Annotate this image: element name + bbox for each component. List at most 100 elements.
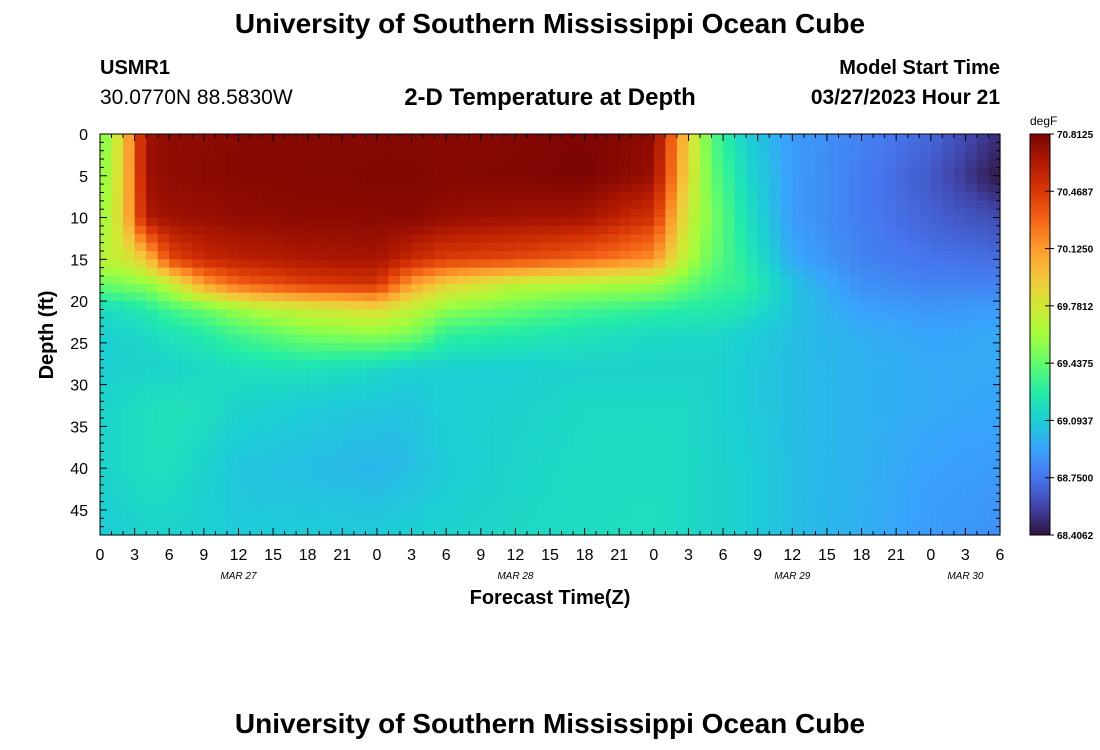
heatmap-cell [469,342,482,352]
heatmap-cell [423,250,436,260]
heatmap-cell [411,259,424,269]
heatmap-cell [861,484,874,494]
heatmap-cell [469,284,482,294]
heatmap-cell [780,259,793,269]
heatmap-cell [480,392,493,402]
heatmap-cell [573,225,586,235]
heatmap-cell [457,351,470,361]
heatmap-cell [123,484,136,494]
heatmap-cell [169,484,182,494]
heatmap-cell [919,367,932,377]
heatmap-cell [700,376,713,386]
heatmap-cell [988,367,1001,377]
heatmap-cell [896,518,909,528]
heatmap-cell [157,292,170,302]
heatmap-cell [711,326,724,336]
heatmap-cell [538,217,551,227]
heatmap-cell [607,459,620,469]
heatmap-cell [884,493,897,503]
heatmap-cell [919,359,932,369]
heatmap-cell [353,317,366,327]
heatmap-cell [100,409,113,419]
y-tick-label: 25 [70,336,88,353]
heatmap-cell [838,150,851,160]
heatmap-cell [446,418,459,427]
heatmap-cell [930,376,943,386]
heatmap-cell [330,434,343,444]
heatmap-cell [123,250,136,260]
heatmap-cell [642,225,655,235]
heatmap-cell [976,242,990,252]
heatmap-cell [526,426,540,436]
heatmap-cell [111,150,124,160]
heatmap-cell [757,326,770,336]
heatmap-cell [319,401,332,411]
heatmap-cell [273,192,286,202]
heatmap-cell [746,192,759,202]
heatmap-cell [330,225,343,235]
x-tick-label: 6 [442,547,451,564]
heatmap-cell [284,493,297,503]
heatmap-cell [365,342,378,352]
heatmap-cell [434,451,447,461]
heatmap-cell [850,526,863,536]
heatmap-cell [388,493,401,503]
heatmap-cell [342,443,355,453]
heatmap-cell [896,284,909,294]
heatmap-cell [365,493,378,503]
heatmap-cell [965,351,978,361]
heatmap-cell [411,200,424,210]
heatmap-cell [769,284,782,294]
heatmap-cell [192,459,205,469]
heatmap-cell [261,167,274,177]
heatmap-cell [861,509,874,519]
heatmap-cell [734,334,747,344]
heatmap-cell [746,334,759,344]
heatmap-cell [723,334,736,344]
heatmap-cell [930,459,943,469]
heatmap-cell [250,326,263,336]
heatmap-cell [919,250,932,260]
heatmap-cell [503,326,516,336]
heatmap-cell [100,501,113,511]
heatmap-cell [100,317,113,327]
heatmap-cell [711,209,724,219]
heatmap-cell [526,301,540,311]
heatmap-cell [376,443,390,453]
heatmap-cell [169,493,182,503]
heatmap-cell [642,234,655,244]
heatmap-cell [296,309,309,319]
heatmap-cell [653,234,666,244]
heatmap-cell [203,501,216,511]
heatmap-cell [284,259,297,269]
heatmap-cell [757,267,770,277]
x-tick-label: 9 [476,547,485,564]
heatmap-cell [988,418,1001,427]
heatmap-cell [988,359,1001,369]
heatmap-cell [123,242,136,252]
heatmap-cell [203,418,216,427]
heatmap-cell [192,217,205,227]
heatmap-cell [815,526,828,536]
heatmap-cell [561,459,574,469]
page-title: University of Southern Mississippi Ocean… [234,8,866,39]
heatmap-cell [746,392,759,402]
heatmap-cell [930,493,943,503]
heatmap-cell [192,225,205,235]
heatmap-cell [273,326,286,336]
heatmap-cell [261,401,274,411]
heatmap-cell [965,150,978,160]
heatmap-cell [550,209,563,219]
heatmap-cell [861,526,874,536]
heatmap-cell [596,184,609,194]
heatmap-cell [746,384,759,394]
heatmap-cell [700,459,713,469]
heatmap-cell [376,367,390,377]
heatmap-cell [192,326,205,336]
heatmap-cell [526,476,540,486]
heatmap-cell [146,200,159,210]
heatmap-cell [411,459,424,469]
heatmap-cell [561,334,574,344]
heatmap-cell [573,451,586,461]
heatmap-cell [365,242,378,252]
